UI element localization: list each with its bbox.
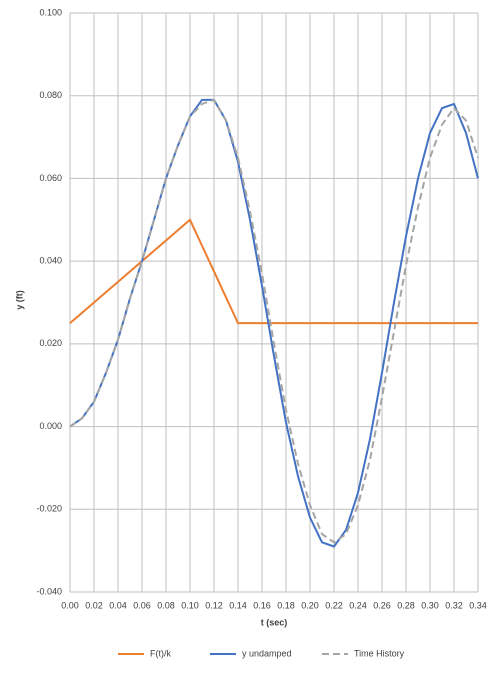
legend-label: y undamped [242,648,292,658]
x-tick-label: 0.18 [277,600,295,610]
x-tick-label: 0.22 [325,600,343,610]
y-axis-label: y (ft) [14,290,24,310]
x-tick-label: 0.14 [229,600,247,610]
x-tick-label: 0.26 [373,600,391,610]
x-tick-label: 0.02 [85,600,103,610]
y-tick-label: -0.020 [36,504,62,514]
x-tick-label: 0.10 [181,600,199,610]
y-tick-label: 0.100 [39,7,62,17]
y-tick-label: 0.020 [39,338,62,348]
series-line [69,98,479,544]
y-tick-label: 0.060 [39,173,62,183]
y-tick-label: 0.000 [39,421,62,431]
x-tick-label: 0.30 [421,600,439,610]
x-tick-label: 0.20 [301,600,319,610]
y-tick-label: 0.040 [39,256,62,266]
x-tick-label: 0.04 [109,600,127,610]
x-tick-label: 0.24 [349,600,367,610]
y-tick-label: 0.080 [39,90,62,100]
x-tick-label: 0.32 [445,600,463,610]
series-line [69,218,478,325]
legend-label: Time History [354,648,405,658]
x-tick-label: 0.12 [205,600,223,610]
x-tick-label: 0.08 [157,600,175,610]
x-tick-label: 0.16 [253,600,271,610]
x-tick-label: 0.28 [397,600,415,610]
x-tick-label: 0.34 [469,600,487,610]
x-axis-label: t (sec) [261,617,288,627]
x-tick-label: 0.06 [133,600,151,610]
x-tick-label: 0.00 [61,600,79,610]
y-tick-label: -0.040 [36,586,62,596]
legend-label: F(t)/k [150,648,171,658]
